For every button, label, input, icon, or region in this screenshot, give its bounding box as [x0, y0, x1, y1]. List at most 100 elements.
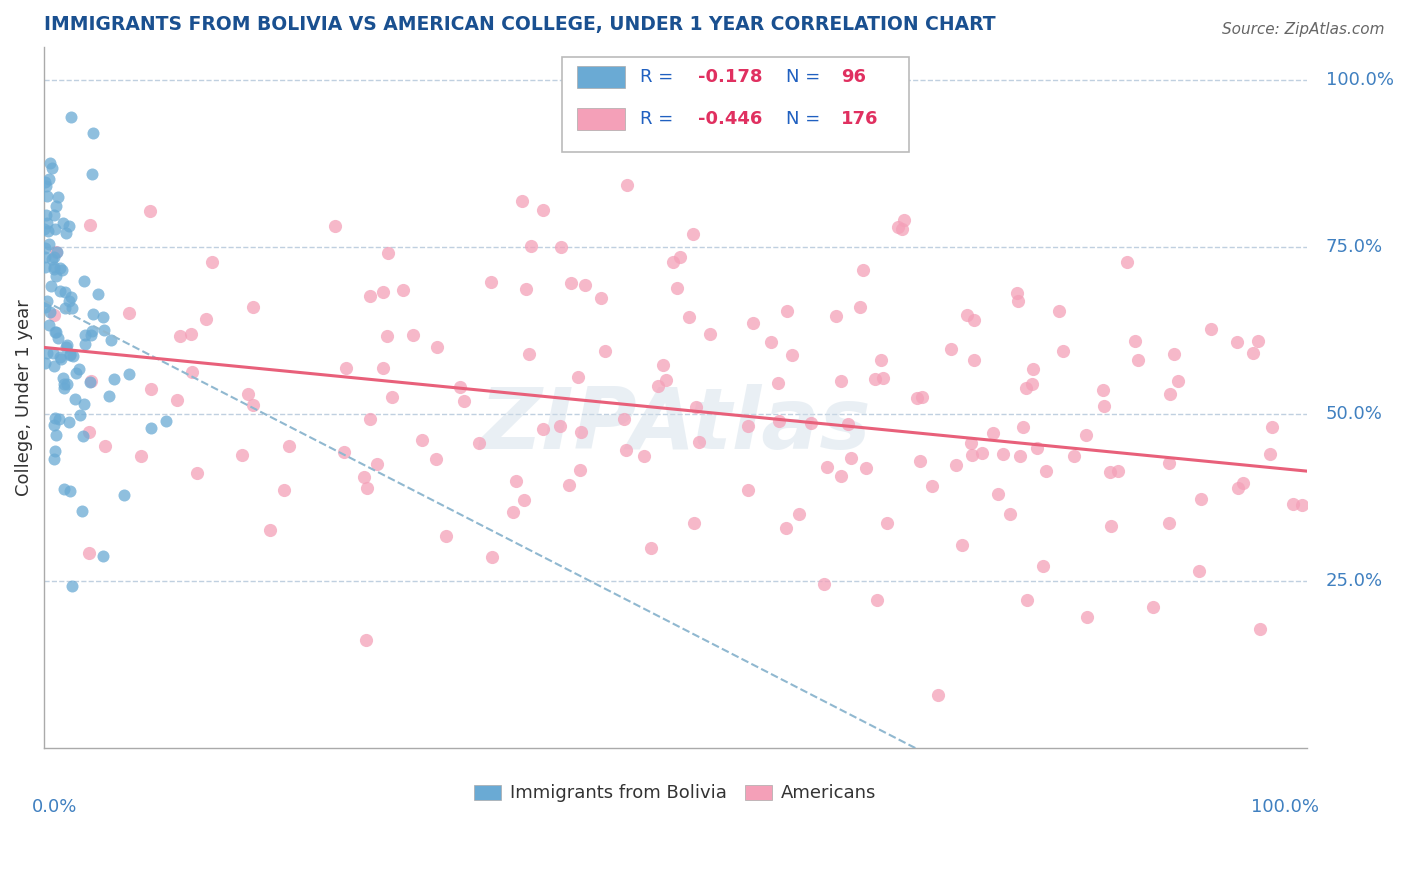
Point [75, 328, 97, 343]
Point [118, 306, 141, 320]
Point [683, 516, 706, 530]
Point [73, 274, 96, 288]
Point [950, 538, 973, 552]
Point [49, 284, 72, 298]
Point [502, 505, 524, 519]
Point [1021, 377, 1043, 392]
Legend: Immigrants from Bolivia, Americans: Immigrants from Bolivia, Americans [467, 777, 884, 810]
Point [737, 419, 759, 434]
Text: N =: N = [786, 68, 821, 86]
Point [55, 226, 77, 240]
Point [46, 190, 69, 204]
Text: 50.0%: 50.0% [1326, 405, 1382, 424]
Point [80, 167, 103, 181]
Point [42, 359, 65, 373]
Point [79, 218, 101, 232]
Point [359, 289, 381, 303]
Point [699, 326, 721, 341]
Point [44, 410, 66, 425]
Point [55, 377, 77, 392]
Point [519, 239, 541, 253]
Bar [576, 66, 624, 88]
Point [1249, 622, 1271, 636]
Point [614, 442, 637, 457]
Point [41, 161, 63, 175]
Point [574, 277, 596, 292]
Point [531, 421, 554, 435]
Point [1052, 344, 1074, 359]
Point [775, 303, 797, 318]
Point [688, 435, 710, 450]
Point [242, 398, 264, 412]
Point [82, 126, 104, 140]
Point [1261, 419, 1284, 434]
Text: -0.178: -0.178 [699, 68, 762, 86]
Point [972, 445, 994, 459]
Point [981, 425, 1004, 440]
Point [1099, 518, 1122, 533]
Point [893, 213, 915, 227]
Point [180, 364, 202, 378]
Text: -0.446: -0.446 [699, 110, 762, 128]
Point [60, 290, 83, 304]
Point [737, 483, 759, 497]
Point [1226, 481, 1249, 495]
Point [548, 419, 571, 434]
Point [79, 375, 101, 389]
Point [45, 269, 67, 284]
Point [80, 325, 103, 339]
Point [80, 374, 103, 388]
Point [910, 454, 932, 468]
Point [91, 310, 114, 324]
Point [510, 194, 533, 209]
Point [434, 529, 457, 543]
Point [381, 390, 404, 404]
Point [993, 447, 1015, 461]
Text: R =: R = [640, 110, 673, 128]
Point [186, 467, 208, 481]
Point [58, 415, 80, 429]
Text: 25.0%: 25.0% [1326, 573, 1382, 591]
Point [876, 516, 898, 530]
Point [59, 484, 82, 499]
Point [515, 282, 537, 296]
Point [830, 374, 852, 388]
Point [593, 344, 616, 359]
Point [51, 263, 73, 277]
Point [259, 523, 281, 537]
Point [34, 241, 56, 255]
Point [35, 208, 58, 222]
Point [35, 216, 58, 230]
Point [1159, 456, 1181, 470]
Point [42, 417, 65, 432]
Point [1246, 334, 1268, 349]
Text: 176: 176 [841, 110, 879, 128]
Point [652, 358, 675, 372]
Point [742, 316, 765, 330]
Point [52, 370, 75, 384]
Point [567, 370, 589, 384]
Point [59, 110, 82, 124]
Point [53, 376, 76, 391]
Point [1005, 286, 1028, 301]
Point [1188, 564, 1211, 578]
Point [49, 351, 72, 366]
Point [685, 401, 707, 415]
Point [59, 347, 82, 361]
Point [359, 412, 381, 426]
Point [48, 260, 70, 275]
Point [569, 462, 592, 476]
Point [1291, 498, 1313, 512]
Point [550, 240, 572, 254]
Point [34, 260, 56, 274]
Point [517, 347, 540, 361]
Point [682, 227, 704, 241]
Point [589, 291, 612, 305]
Bar [576, 108, 624, 130]
Point [231, 448, 253, 462]
Point [141, 421, 163, 435]
Point [391, 283, 413, 297]
Point [34, 175, 56, 189]
Point [1021, 362, 1043, 376]
Point [1226, 334, 1249, 349]
